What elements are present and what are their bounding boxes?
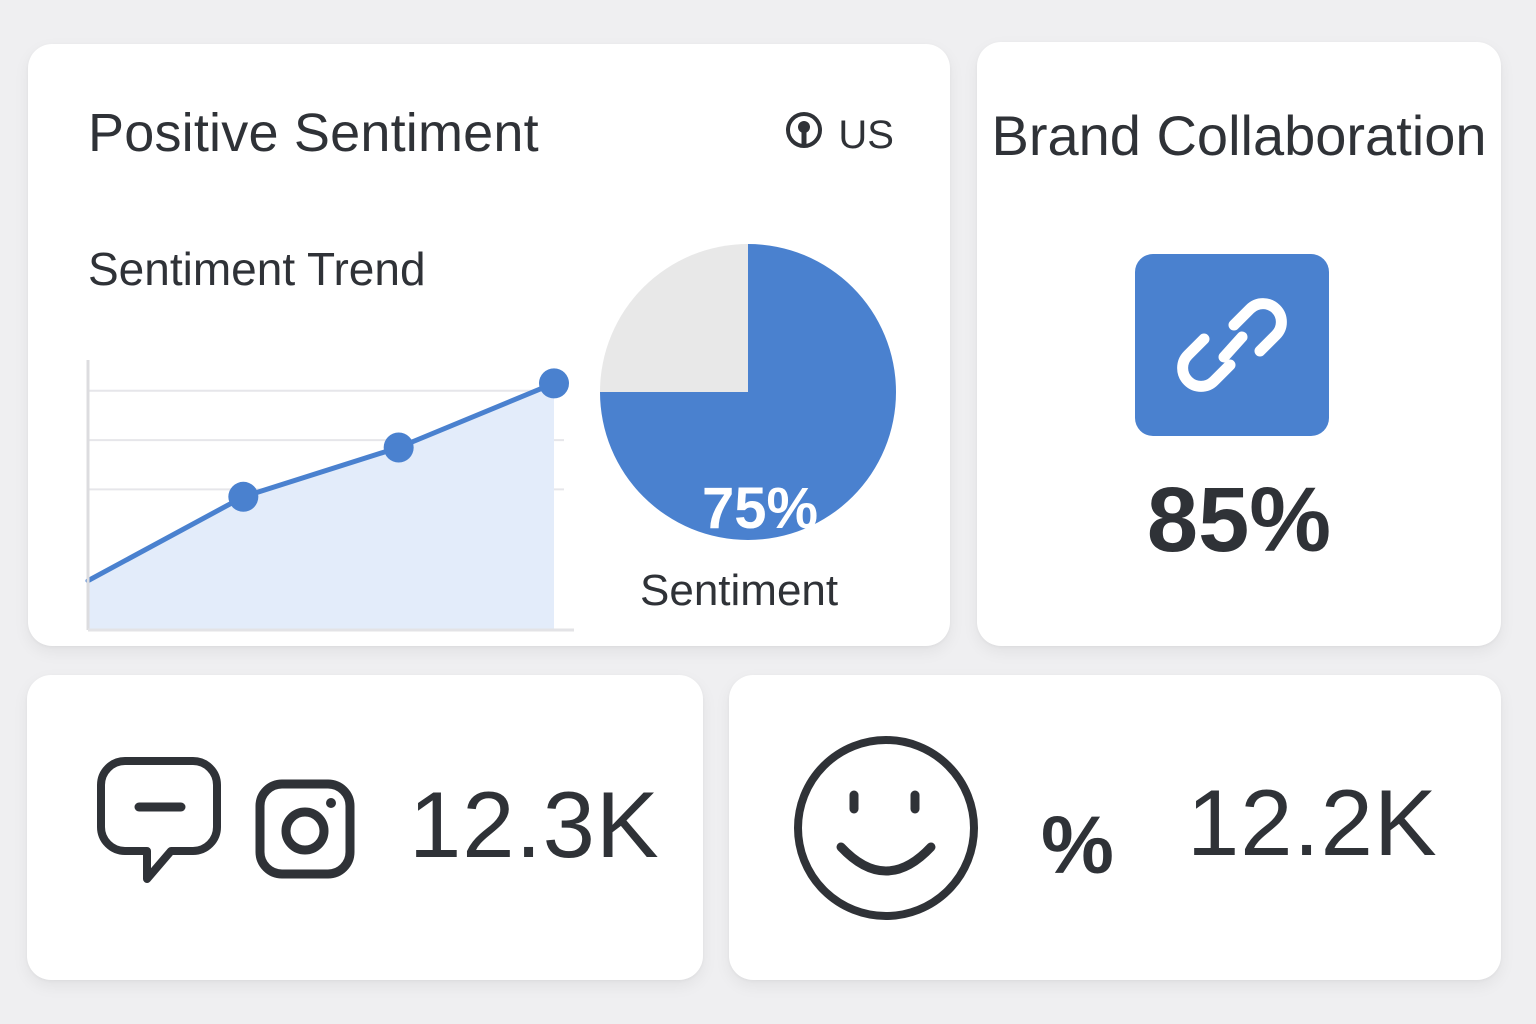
region-label: US [838,112,894,157]
positive-sentiment-card: Positive Sentiment US Sentiment Trend 75… [28,44,950,646]
happy-count: 12.2K [1187,770,1438,875]
brand-collaboration-card: Brand Collaboration 85% [977,42,1501,646]
social-comments-card: 12.3K [27,675,703,980]
card-title: Brand Collaboration [991,104,1487,167]
happy-reactions-card: % 12.2K [729,675,1501,980]
instagram-icon [255,779,355,879]
trend-point [383,432,414,463]
comments-count: 12.3K [409,772,660,877]
percent-icon: % [1041,800,1114,891]
smiley-icon [794,736,978,920]
trend-line [85,380,557,584]
pie-slice-remainder [600,244,748,392]
trend-chart-title: Sentiment Trend [88,243,426,295]
brand-collaboration-value: 85% [1146,469,1332,571]
pie-slice-label: 75% [702,476,818,541]
region-selector[interactable]: US [784,110,894,160]
sentiment-trend-chart [85,360,574,632]
trend-point [228,481,259,512]
card-title: Positive Sentiment [88,103,539,163]
trend-area [88,383,554,630]
chat-bubble-icon [97,757,221,883]
sentiment-pie-chart: 75% [600,244,896,541]
pie-caption: Sentiment [640,566,839,615]
trend-point [539,368,569,399]
location-pin-icon [784,110,824,160]
link-icon [1135,254,1329,436]
